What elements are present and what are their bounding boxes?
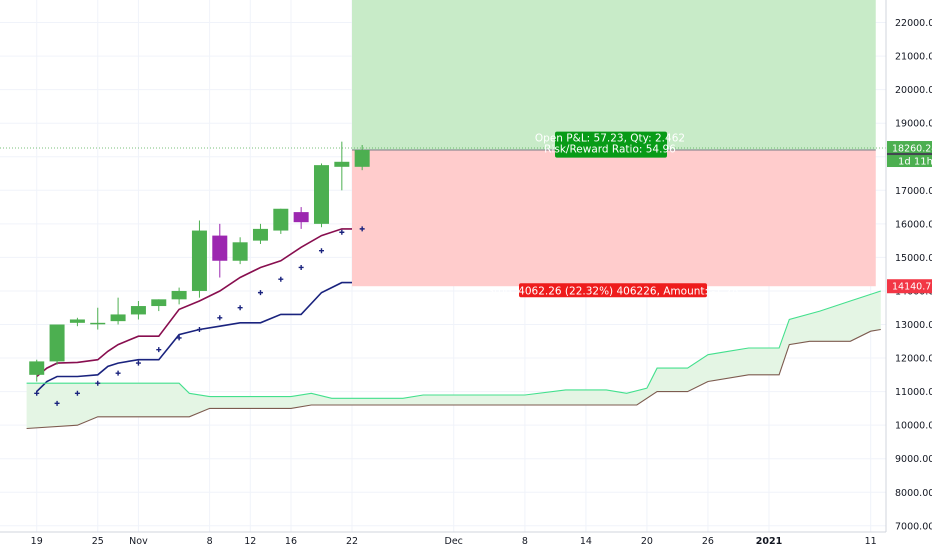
time-tick-label: Dec — [445, 536, 463, 547]
cloud-fill — [26, 291, 881, 429]
countdown-tag: 1d 11h — [887, 155, 932, 168]
candle-body[interactable] — [293, 212, 309, 223]
marker-point — [339, 229, 345, 235]
price-tick-label: 12000.00 — [895, 354, 932, 365]
series-line-1 — [36, 228, 352, 378]
price-axis[interactable]: 7000.00 8000.00 9000.00 10000.00 11000.00 120… — [885, 0, 932, 550]
profit-zone[interactable] — [352, 0, 876, 150]
cloud-band — [26, 291, 881, 429]
candle-body[interactable] — [29, 361, 45, 375]
pnl-label-line1: Open P&L: 57.23, Qty: 2.462 — [535, 133, 685, 145]
marker-point — [115, 370, 121, 376]
candle-body[interactable] — [171, 290, 187, 300]
candles[interactable] — [29, 141, 370, 382]
price-tick-label: 15000.00 — [895, 253, 932, 264]
marker-point — [95, 380, 101, 386]
price-tick-label: 11000.00 — [895, 387, 932, 398]
candle-body[interactable] — [354, 150, 370, 167]
series-line-3 — [26, 290, 881, 399]
candle-body[interactable] — [151, 299, 167, 307]
time-tick-label: 12 — [244, 536, 256, 547]
price-tick-label: 8000.00 — [895, 488, 932, 499]
price-tick-label: 22000.00 — [895, 18, 932, 29]
marker-point — [54, 400, 60, 406]
position-tool[interactable] — [0, 0, 886, 287]
time-tick-label: 26 — [702, 536, 714, 547]
marker-point — [257, 290, 263, 296]
series-line-4 — [26, 328, 881, 430]
time-tick-label: 11 — [865, 536, 877, 547]
marker-point — [318, 248, 324, 254]
time-tick-label: 19 — [31, 536, 43, 547]
marker-point — [359, 226, 365, 232]
marker-point — [237, 305, 243, 311]
marker-point — [34, 390, 40, 396]
candle-body[interactable] — [130, 306, 146, 315]
candle-body[interactable] — [273, 208, 289, 231]
indicator-lines — [26, 228, 881, 430]
candle-body[interactable] — [252, 228, 268, 241]
marker-point — [278, 276, 284, 282]
pnl-label: Open P&L: 57.23, Qty: 2.462 Risk/Reward … — [535, 131, 685, 158]
time-tick-label: 14 — [580, 536, 592, 547]
indicator-markers — [34, 226, 365, 406]
price-tag-background — [887, 141, 932, 156]
candle-body[interactable] — [334, 161, 350, 167]
candle-body[interactable] — [232, 242, 248, 261]
price-tick-label: 21000.00 — [895, 52, 932, 63]
pnl-label-background — [555, 131, 667, 158]
loss-zone[interactable] — [352, 149, 876, 287]
price-tick-label: 20000.00 — [895, 85, 932, 96]
time-axis-background — [0, 532, 886, 550]
countdown-tag-background — [887, 155, 932, 168]
marker-point — [74, 390, 80, 396]
price-tick-label: 17000.00 — [895, 186, 932, 197]
price-tick-label: 9000.00 — [895, 454, 932, 465]
time-tick-label: 2021 — [756, 536, 782, 547]
marker-point — [217, 315, 223, 321]
candle-body[interactable] — [90, 322, 106, 325]
candle-body[interactable] — [212, 235, 228, 261]
marker-point — [298, 264, 304, 270]
time-tick-label: 25 — [92, 536, 104, 547]
stop-label-background — [519, 283, 707, 298]
price-tag-label: 18260.24 — [892, 144, 932, 155]
price-tick-label: 16000.00 — [895, 219, 932, 230]
time-tick-label: 8 — [207, 536, 213, 547]
price-tick-label: 13000.00 — [895, 320, 932, 331]
price-tick-label: 10000.00 — [895, 421, 932, 432]
time-tick-label: 16 — [285, 536, 297, 547]
pnl-label-line2: Risk/Reward Ratio: 54.96 — [544, 144, 676, 156]
candle-body[interactable] — [191, 230, 207, 291]
marker-point — [135, 360, 141, 366]
candle-body[interactable] — [69, 319, 85, 323]
marker-point — [156, 347, 162, 353]
time-tick-label: 20 — [641, 536, 653, 547]
price-tag-label: 14140.75 — [892, 282, 932, 293]
price-tick-label: 19000.00 — [895, 119, 932, 130]
series-line-2 — [36, 281, 352, 393]
marker-point — [196, 327, 202, 333]
price-tick-label: 7000.00 — [895, 521, 932, 532]
marker-point — [176, 335, 182, 341]
time-axis[interactable]: 19 25 Nov 8 12 16 22 Dec 8 14 20 26 2021 11 — [0, 531, 886, 550]
stop-label: Stop: 4062.26 (22.32%) 406226, Amount: -… — [487, 283, 739, 298]
time-tick-label: 22 — [346, 536, 358, 547]
countdown-tag-text: 1d 11h — [898, 157, 932, 168]
candle-body[interactable] — [49, 324, 65, 362]
candle-body[interactable] — [313, 165, 329, 224]
price-tag-background — [887, 279, 932, 294]
stop-label-text: Stop: 4062.26 (22.32%) 406226, Amount: -… — [487, 285, 738, 297]
price-axis-background — [886, 0, 932, 550]
time-tick-label: 8 — [522, 536, 528, 547]
time-tick-label: Nov — [129, 536, 148, 547]
candle-body[interactable] — [110, 314, 126, 322]
